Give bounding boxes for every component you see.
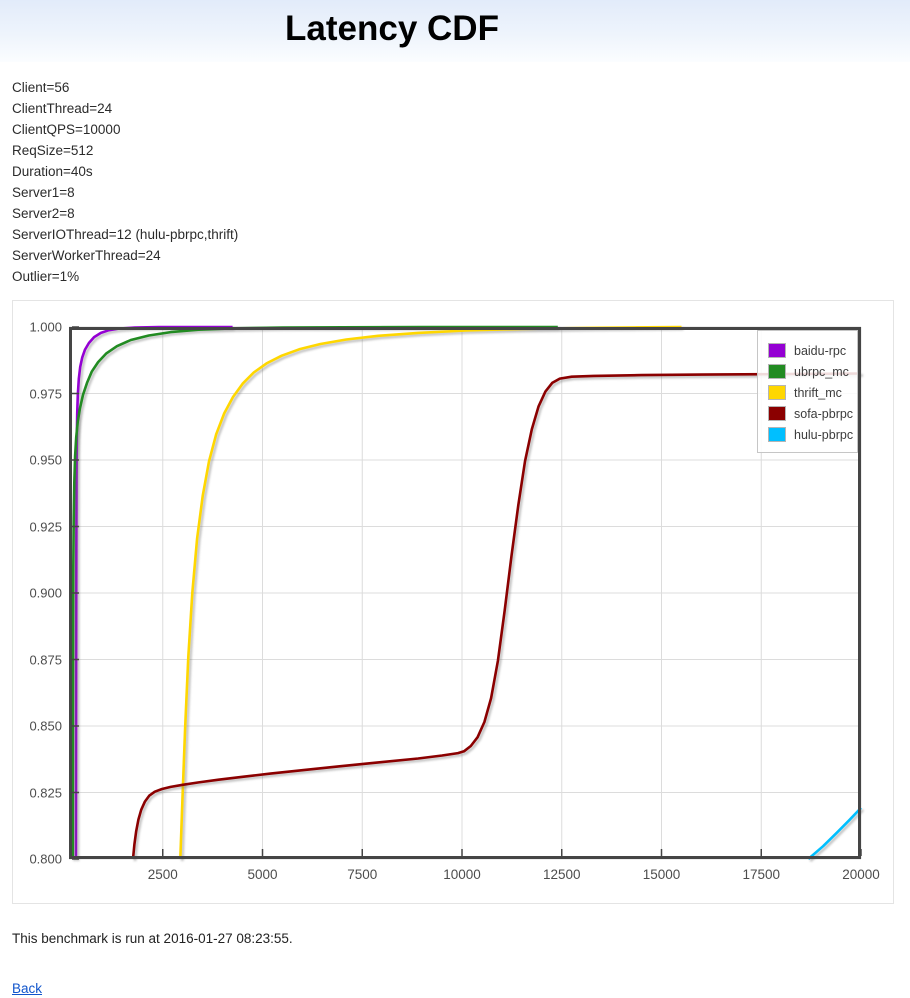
param-line: Outlier=1%	[12, 269, 80, 284]
legend-swatch-icon	[768, 406, 786, 421]
legend-item-hulu-pbrpc: hulu-pbrpc	[768, 424, 857, 445]
param-line: Server2=8	[12, 206, 75, 221]
y-tick-label: 1.000	[29, 319, 62, 335]
plot-area: 0.800 0.825 0.850 0.875 0.900 0.925 0.950 0.975…	[29, 320, 879, 883]
param-line: ReqSize=512	[12, 143, 94, 158]
x-tick-label: 15000	[642, 867, 681, 882]
legend-label: ubrpc_mc	[794, 364, 849, 379]
plot-border	[69, 327, 861, 859]
param-line: Client=56	[12, 80, 70, 95]
legend-label: thrift_mc	[794, 385, 842, 400]
x-tick-label: 5000	[247, 867, 278, 882]
legend-swatch-icon	[768, 343, 786, 358]
legend-swatch-icon	[768, 385, 786, 400]
param-line: ServerIOThread=12 (hulu-pbrpc,thrift)	[12, 227, 239, 242]
x-tick-label: 12500	[542, 867, 581, 882]
chart-legend: baidu-rpc ubrpc_mc thrift_mc sofa-pbrpc hulu…	[757, 330, 858, 453]
y-tick-label: 0.850	[29, 718, 62, 734]
x-tick-label: 7500	[347, 867, 378, 882]
y-tick-label: 0.975	[29, 386, 62, 401]
x-tick-label: 17500	[742, 867, 781, 882]
legend-swatch-icon	[768, 427, 786, 442]
page-title: Latency CDF	[285, 9, 499, 48]
param-line: ServerWorkerThread=24	[12, 248, 161, 263]
param-line: Server1=8	[12, 185, 75, 200]
legend-label: baidu-rpc	[794, 343, 847, 358]
series-line-hulu-pbrpc	[807, 806, 862, 860]
x-tick-label: 2500	[147, 867, 178, 882]
y-tick-label: 0.875	[29, 652, 62, 667]
param-line: ClientThread=24	[12, 101, 113, 116]
y-tick-label: 0.900	[29, 585, 62, 601]
legend-item-baidu-rpc: baidu-rpc	[768, 340, 857, 361]
benchmark-run-note: This benchmark is run at 2016-01-27 08:2…	[12, 931, 293, 946]
back-link[interactable]: Back	[12, 981, 43, 996]
benchmark-parameters: Client=56 ClientThread=24 ClientQPS=10000 R…	[12, 77, 910, 287]
legend-item-ubrpc_mc: ubrpc_mc	[768, 361, 857, 382]
x-tick-label: 20000	[842, 867, 880, 882]
y-tick-label: 0.800	[29, 851, 62, 867]
legend-label: hulu-pbrpc	[794, 427, 854, 442]
cdf-plot	[69, 325, 862, 860]
title-wrap: Latency CDF	[0, 0, 784, 49]
legend-item-sofa-pbrpc: sofa-pbrpc	[768, 403, 857, 424]
param-line: Duration=40s	[12, 164, 93, 179]
chart-container: 0.800 0.825 0.850 0.875 0.900 0.925 0.950 0.975…	[12, 300, 894, 904]
series-line-sofa-pbrpc	[131, 372, 862, 860]
legend-swatch-icon	[768, 364, 786, 379]
y-tick-label: 0.925	[29, 519, 62, 534]
y-tick-label: 0.825	[29, 785, 62, 800]
y-tick-label: 0.950	[29, 452, 62, 468]
page-header: Latency CDF	[0, 0, 910, 62]
param-line: ClientQPS=10000	[12, 122, 121, 137]
x-tick-label: 10000	[443, 867, 481, 882]
legend-label: sofa-pbrpc	[794, 406, 854, 421]
series-line-thrift_mc	[179, 325, 682, 860]
legend-item-thrift_mc: thrift_mc	[768, 382, 857, 403]
